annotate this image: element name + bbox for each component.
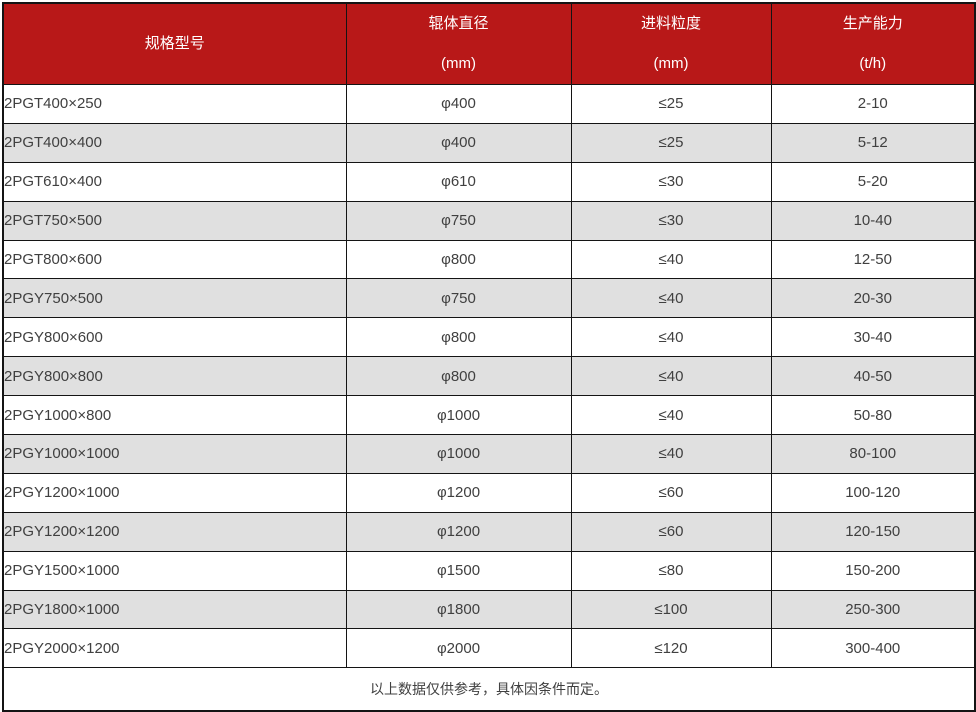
column-header-1: 规格型号 — [2, 2, 347, 85]
table-row: 2PGY1200×1200 φ1200 ≤60 120-150 — [2, 511, 976, 552]
value-cell: φ800 — [345, 317, 572, 358]
table-footnote: 以上数据仅供参考，具体因条件而定。 — [2, 667, 976, 712]
model-cell: 2PGY800×800 — [2, 356, 347, 397]
value-cell: ≤120 — [570, 628, 772, 669]
value-cell: ≤30 — [570, 161, 772, 202]
model-cell: 2PGY1200×1000 — [2, 472, 347, 513]
table-row: 2PGT800×600 φ800 ≤40 12-50 — [2, 239, 976, 280]
value-cell: 20-30 — [770, 278, 976, 319]
model-cell: 2PGY750×500 — [2, 278, 347, 319]
value-cell: ≤40 — [570, 395, 772, 436]
column-title: 生产能力 — [842, 15, 903, 32]
model-cell: 2PGY1500×1000 — [2, 550, 347, 591]
table-header: 规格型号 辊体直径 (mm) 进料粒度 (mm) 生产能力 (t/h) — [2, 2, 976, 85]
value-cell: 10-40 — [770, 200, 976, 241]
value-cell: φ1000 — [345, 395, 572, 436]
table-row: 2PGT400×250 φ400 ≤25 2-10 — [2, 84, 976, 124]
table-footer: 以上数据仅供参考，具体因条件而定。 — [2, 667, 976, 712]
column-header-3: 进料粒度 (mm) — [570, 2, 772, 85]
table-row: 2PGY1800×1000 φ1800 ≤100 250-300 — [2, 589, 976, 630]
value-cell: 50-80 — [770, 395, 976, 436]
value-cell: φ1200 — [345, 511, 572, 552]
value-cell: 12-50 — [770, 239, 976, 280]
value-cell: 30-40 — [770, 317, 976, 358]
table-row: 2PGY1000×1000 φ1000 ≤40 80-100 — [2, 434, 976, 474]
value-cell: φ800 — [345, 356, 572, 397]
model-cell: 2PGY800×600 — [2, 317, 347, 358]
value-cell: φ750 — [345, 278, 572, 319]
value-cell: φ1200 — [345, 472, 572, 513]
value-cell: ≤25 — [570, 84, 772, 124]
table-row: 2PGY750×500 φ750 ≤40 20-30 — [2, 278, 976, 319]
value-cell: φ1800 — [345, 589, 572, 630]
model-cell: 2PGY1800×1000 — [2, 589, 347, 630]
value-cell: ≤60 — [570, 472, 772, 513]
value-cell: φ2000 — [345, 628, 572, 669]
table-row: 2PGY800×800 φ800 ≤40 40-50 — [2, 356, 976, 397]
model-cell: 2PGT750×500 — [2, 200, 347, 241]
value-cell: 250-300 — [770, 589, 976, 630]
value-cell: ≤80 — [570, 550, 772, 591]
model-cell: 2PGY1000×800 — [2, 395, 347, 436]
column-header-2: 辊体直径 (mm) — [345, 2, 572, 85]
value-cell: φ1500 — [345, 550, 572, 591]
value-cell: 80-100 — [770, 434, 976, 474]
value-cell: 120-150 — [770, 511, 976, 552]
value-cell: φ400 — [345, 84, 572, 124]
header-row: 规格型号 辊体直径 (mm) 进料粒度 (mm) 生产能力 (t/h) — [2, 2, 976, 85]
model-cell: 2PGT610×400 — [2, 161, 347, 202]
value-cell: φ750 — [345, 200, 572, 241]
footnote-row: 以上数据仅供参考，具体因条件而定。 — [2, 667, 976, 712]
column-header-4: 生产能力 (t/h) — [770, 2, 976, 85]
value-cell: ≤100 — [570, 589, 772, 630]
column-unit: (t/h) — [859, 55, 887, 72]
model-cell: 2PGT400×250 — [2, 84, 347, 124]
model-cell: 2PGT800×600 — [2, 239, 347, 280]
value-cell: ≤40 — [570, 239, 772, 280]
table-row: 2PGT610×400 φ610 ≤30 5-20 — [2, 161, 976, 202]
column-title: 进料粒度 — [640, 15, 701, 32]
column-title: 规格型号 — [144, 35, 205, 52]
table-body: 2PGT400×250 φ400 ≤25 2-10 2PGT400×400 φ400 ≤25… — [2, 84, 976, 669]
value-cell: φ400 — [345, 122, 572, 163]
value-cell: ≤40 — [570, 278, 772, 319]
value-cell: ≤25 — [570, 122, 772, 163]
value-cell: ≤40 — [570, 434, 772, 474]
value-cell: φ800 — [345, 239, 572, 280]
model-cell: 2PGY1000×1000 — [2, 434, 347, 474]
value-cell: 40-50 — [770, 356, 976, 397]
table-row: 2PGY1000×800 φ1000 ≤40 50-80 — [2, 395, 976, 436]
column-title: 辊体直径 — [428, 15, 489, 32]
table-row: 2PGY800×600 φ800 ≤40 30-40 — [2, 317, 976, 358]
model-cell: 2PGY1200×1200 — [2, 511, 347, 552]
table-row: 2PGY1500×1000 φ1500 ≤80 150-200 — [2, 550, 976, 591]
value-cell: ≤60 — [570, 511, 772, 552]
value-cell: ≤30 — [570, 200, 772, 241]
value-cell: 2-10 — [770, 84, 976, 124]
column-unit: (mm) — [441, 55, 476, 72]
table-row: 2PGY2000×1200 φ2000 ≤120 300-400 — [2, 628, 976, 669]
value-cell: φ610 — [345, 161, 572, 202]
table-row: 2PGT400×400 φ400 ≤25 5-12 — [2, 122, 976, 163]
value-cell: 5-20 — [770, 161, 976, 202]
value-cell: 300-400 — [770, 628, 976, 669]
value-cell: 150-200 — [770, 550, 976, 591]
value-cell: 100-120 — [770, 472, 976, 513]
column-unit: (mm) — [653, 55, 689, 72]
value-cell: ≤40 — [570, 317, 772, 358]
table-row: 2PGY1200×1000 φ1200 ≤60 100-120 — [2, 472, 976, 513]
table-row: 2PGT750×500 φ750 ≤30 10-40 — [2, 200, 976, 241]
value-cell: ≤40 — [570, 356, 772, 397]
model-cell: 2PGT400×400 — [2, 122, 347, 163]
value-cell: φ1000 — [345, 434, 572, 474]
value-cell: 5-12 — [770, 122, 976, 163]
model-cell: 2PGY2000×1200 — [2, 628, 347, 669]
